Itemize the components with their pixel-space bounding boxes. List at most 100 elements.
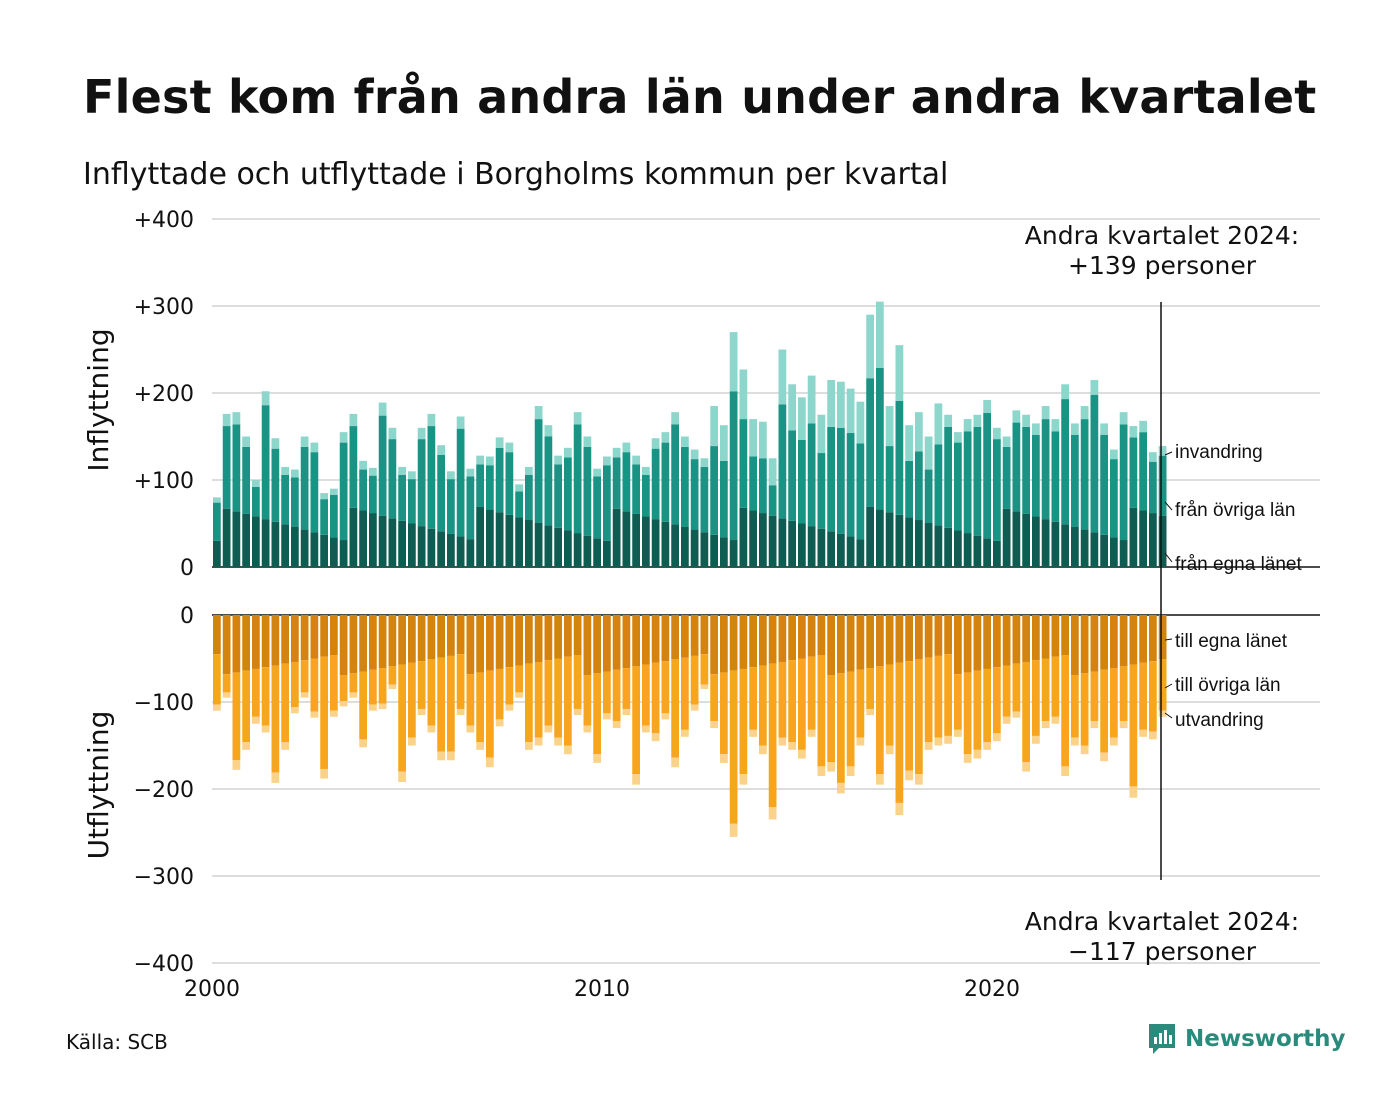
bar-in-invandring (1090, 379, 1099, 395)
bar-out-egna-lanet (554, 615, 562, 659)
bar-out-ovriga-lan (1139, 662, 1147, 730)
bar-in-ovriga-lan (456, 428, 465, 537)
bar-out-egna-lanet (1129, 615, 1138, 665)
bar-out-utvandring (291, 707, 299, 714)
bar-in-ovriga-lan (583, 446, 592, 536)
bar-out-egna-lanet (632, 615, 640, 667)
bar-in-ovriga-lan (895, 400, 904, 515)
bar-out-utvandring (866, 708, 874, 716)
bar-out-egna-lanet (320, 615, 328, 657)
bar-in-invandring (622, 442, 631, 453)
bar-in-egna-lanet (690, 529, 699, 567)
bar-out-egna-lanet (339, 615, 348, 676)
bar-out-egna-lanet (983, 615, 991, 669)
bar-in-invandring (720, 425, 728, 461)
bar-in-ovriga-lan (1041, 419, 1050, 520)
bar-out-utvandring (534, 737, 543, 746)
bar-out-ovriga-lan (554, 658, 562, 738)
bar-in-invandring (827, 379, 835, 427)
bar-in-ovriga-lan (281, 474, 289, 525)
bar-in-ovriga-lan (330, 494, 338, 538)
bar-in-egna-lanet (515, 517, 523, 567)
bar-in-invandring (1032, 423, 1040, 435)
bar-in-invandring (954, 432, 962, 443)
bar-in-ovriga-lan (466, 476, 475, 540)
bar-in-egna-lanet (1119, 540, 1128, 567)
bar-out-ovriga-lan (759, 665, 767, 746)
bar-in-invandring (924, 436, 933, 470)
bar-out-utvandring (1110, 737, 1118, 746)
bar-out-egna-lanet (866, 615, 874, 669)
bar-out-ovriga-lan (895, 662, 904, 803)
bar-out-ovriga-lan (1080, 673, 1089, 746)
bar-in-ovriga-lan (1061, 399, 1069, 525)
bar-out-utvandring (671, 757, 679, 768)
bar-in-egna-lanet (807, 526, 816, 567)
bar-out-utvandring (1090, 721, 1099, 729)
bar-in-ovriga-lan (905, 460, 913, 518)
bar-out-egna-lanet (768, 615, 777, 664)
y-tick-labels: 0 +100 +200 +300 +400 −400 −300 −200 −100 0 (134, 208, 194, 977)
bar-in-egna-lanet (427, 528, 436, 567)
bar-in-egna-lanet (525, 520, 533, 567)
bar-in-egna-lanet (739, 507, 748, 567)
bar-in-egna-lanet (788, 520, 796, 567)
bar-out-utvandring (408, 737, 416, 746)
bar-out-utvandring (720, 754, 728, 763)
bar-in-egna-lanet (213, 540, 221, 567)
bar-in-egna-lanet (817, 528, 826, 567)
bar-in-egna-lanet (222, 508, 231, 567)
bar-in-ovriga-lan (369, 475, 377, 514)
bar-out-utvandring (330, 710, 338, 717)
x-tick-labels: 2000 2010 2020 (184, 977, 1020, 1002)
bar-out-utvandring (583, 725, 592, 733)
bar-in-egna-lanet (271, 521, 280, 567)
bar-in-egna-lanet (1061, 524, 1069, 567)
bar-out-egna-lanet (544, 615, 553, 661)
bar-out-utvandring (310, 711, 319, 718)
bar-in-ovriga-lan (876, 367, 884, 510)
bar-out-utvandring (778, 737, 787, 746)
bar-out-egna-lanet (973, 615, 982, 671)
bar-out-ovriga-lan (486, 670, 494, 758)
bar-in-egna-lanet (505, 514, 514, 567)
bar-out-ovriga-lan (437, 657, 445, 752)
bar-in-invandring (1139, 420, 1147, 433)
bar-in-invandring (476, 455, 484, 465)
bar-in-egna-lanet (768, 515, 777, 567)
bar-out-ovriga-lan (710, 674, 718, 722)
bar-out-ovriga-lan (700, 654, 709, 685)
bar-out-utvandring (447, 751, 455, 761)
bar-out-egna-lanet (885, 615, 894, 665)
bar-in-invandring (632, 455, 640, 465)
bar-in-invandring (817, 414, 826, 454)
bar-in-egna-lanet (963, 533, 972, 567)
bar-in-ovriga-lan (788, 430, 796, 521)
bar-out-egna-lanet (612, 615, 621, 670)
bar-in-ovriga-lan (232, 424, 241, 512)
bar-out-ovriga-lan (232, 672, 241, 761)
bar-in-ovriga-lan (417, 439, 426, 527)
y-tick-label: +300 (134, 295, 194, 320)
bar-out-utvandring (1139, 729, 1147, 737)
bar-in-invandring (856, 401, 865, 444)
bar-in-invandring (564, 447, 572, 458)
bar-in-invandring (252, 480, 260, 487)
bar-out-ovriga-lan (388, 666, 397, 685)
bar-in-ovriga-lan (837, 427, 845, 534)
bar-in-egna-lanet (651, 519, 660, 567)
bar-in-invandring (1110, 449, 1118, 460)
bar-out-utvandring (456, 708, 465, 716)
ylabel-inflyttning: Inflyttning (82, 328, 115, 471)
bar-in-invandring (466, 468, 475, 477)
label-fran-ovriga-lan: från övriga län (1175, 500, 1295, 521)
bar-out-ovriga-lan (905, 661, 913, 771)
bar-out-egna-lanet (1149, 615, 1157, 662)
bar-in-egna-lanet (369, 513, 377, 567)
bar-in-invandring (642, 466, 650, 475)
bar-out-utvandring (1149, 731, 1157, 740)
bar-in-ovriga-lan (934, 444, 943, 526)
bar-in-egna-lanet (710, 534, 718, 567)
bar-in-egna-lanet (330, 537, 338, 567)
bar-out-ovriga-lan (983, 668, 991, 743)
